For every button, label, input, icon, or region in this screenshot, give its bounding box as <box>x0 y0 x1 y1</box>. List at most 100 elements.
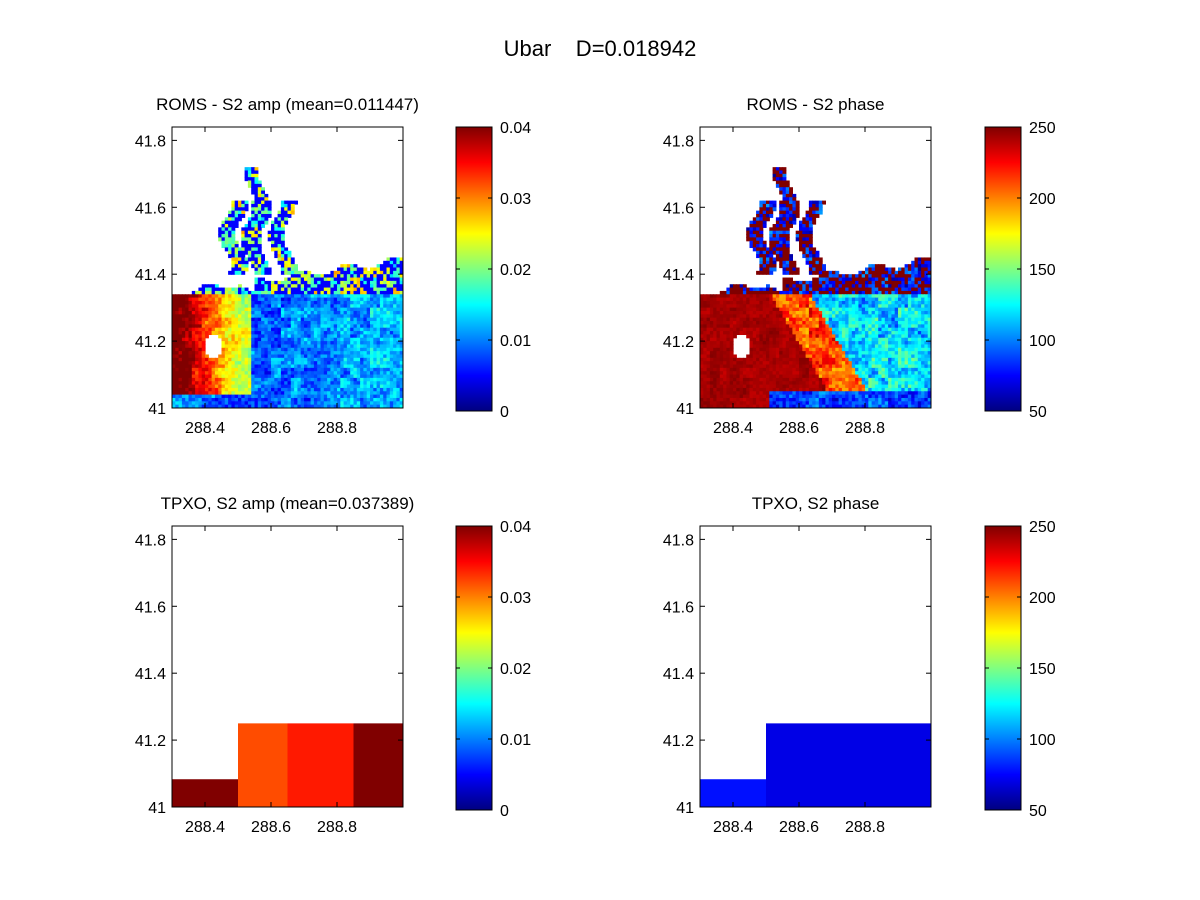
heatmap-cell <box>214 327 219 332</box>
heatmap-cell <box>927 290 931 295</box>
heatmap-cell <box>238 351 242 356</box>
heatmap-cell <box>333 287 338 292</box>
heatmap-cell <box>231 307 236 312</box>
heatmap-cell <box>713 304 718 309</box>
heatmap-cell <box>261 317 265 322</box>
heatmap-cell <box>802 294 807 299</box>
heatmap-cell <box>178 304 183 309</box>
heatmap-cell <box>346 391 351 396</box>
heatmap-cell <box>280 237 285 242</box>
heatmap-cell <box>904 307 909 312</box>
heatmap-cell <box>901 334 906 339</box>
heatmap-cell <box>901 297 906 302</box>
heatmap-cell <box>287 334 292 339</box>
heatmap-cell <box>304 401 308 406</box>
heatmap-cell <box>333 317 338 322</box>
heatmap-cell <box>340 347 345 352</box>
heatmap-cell <box>838 280 843 285</box>
heatmap-cell <box>749 230 754 235</box>
heatmap-cell <box>769 334 774 339</box>
heatmap-cell <box>277 364 282 369</box>
heatmap-cell <box>254 270 259 275</box>
heatmap-cell <box>393 377 397 382</box>
heatmap-cell <box>399 327 403 332</box>
heatmap-cell <box>247 237 252 242</box>
heatmap-cell <box>244 200 249 205</box>
heatmap-cell <box>280 337 285 342</box>
heatmap-cell <box>815 317 820 322</box>
heatmap-cell <box>376 391 381 396</box>
heatmap-cell <box>792 290 797 295</box>
heatmap-cell <box>310 277 315 282</box>
heatmap-cell <box>924 277 929 282</box>
heatmap-cell <box>723 321 727 325</box>
heatmap-cell <box>851 280 856 285</box>
heatmap-cell <box>247 307 252 312</box>
heatmap-cell <box>320 317 325 322</box>
heatmap-cell <box>907 294 912 299</box>
heatmap-cell <box>706 294 711 299</box>
heatmap-cell <box>343 277 348 282</box>
heatmap-cell <box>294 337 298 342</box>
heatmap-cell <box>766 287 770 292</box>
heatmap-cell <box>396 290 401 295</box>
heatmap-cell <box>327 337 331 342</box>
heatmap-cell <box>231 397 236 402</box>
heatmap-cell <box>818 337 823 342</box>
heatmap-cell <box>261 197 265 202</box>
heatmap-cell <box>231 367 236 372</box>
heatmap-cell <box>304 404 308 408</box>
heatmap-cell <box>343 381 348 386</box>
heatmap-cell <box>346 381 351 386</box>
heatmap-cell <box>396 361 401 366</box>
heatmap-cell <box>772 267 777 272</box>
heatmap-cell <box>191 321 196 325</box>
heatmap-cell <box>891 331 896 336</box>
heatmap-cell <box>181 394 186 399</box>
heatmap-cell <box>785 284 790 289</box>
heatmap-cell <box>185 331 190 336</box>
heatmap-cell <box>363 267 368 272</box>
heatmap-cell <box>257 294 262 299</box>
heatmap-cell <box>719 310 724 315</box>
heatmap-cell <box>881 324 886 329</box>
heatmap-cell <box>247 304 252 309</box>
heatmap-cell <box>310 341 315 346</box>
heatmap-cell <box>307 310 312 315</box>
heatmap-cell <box>201 307 206 312</box>
heatmap-cell <box>211 327 216 332</box>
heatmap-cell <box>238 344 242 349</box>
heatmap-cell <box>785 257 790 262</box>
heatmap-cell <box>172 297 176 302</box>
heatmap-cell <box>752 240 757 245</box>
heatmap-cell <box>234 310 239 315</box>
heatmap-cell <box>274 300 279 305</box>
heatmap-cell <box>244 227 249 232</box>
heatmap-cell <box>828 290 833 295</box>
heatmap-cell <box>221 227 226 232</box>
heatmap-cell <box>201 384 206 389</box>
heatmap-cell <box>789 331 793 336</box>
heatmap-cell <box>851 344 856 349</box>
heatmap-cell <box>327 351 331 356</box>
heatmap-cell <box>898 294 902 299</box>
heatmap-cell <box>911 321 916 325</box>
heatmap-cell <box>284 264 289 269</box>
heatmap-cell <box>389 317 394 322</box>
heatmap-cell <box>366 377 371 382</box>
heatmap-cell <box>241 270 246 275</box>
heatmap-cell <box>191 354 196 359</box>
heatmap-cell <box>274 287 279 292</box>
heatmap-cell <box>320 331 325 336</box>
heatmap-cell <box>221 224 226 228</box>
heatmap-cell <box>865 267 869 272</box>
heatmap-cell <box>304 344 308 349</box>
heatmap-cell <box>294 401 298 406</box>
heatmap-cell <box>785 237 790 242</box>
heatmap-cell <box>280 254 285 259</box>
heatmap-cell <box>172 321 176 325</box>
heatmap-cell <box>231 374 236 379</box>
heatmap-cell <box>399 324 403 329</box>
heatmap-cell <box>894 277 899 282</box>
heatmap-cell <box>211 397 216 402</box>
